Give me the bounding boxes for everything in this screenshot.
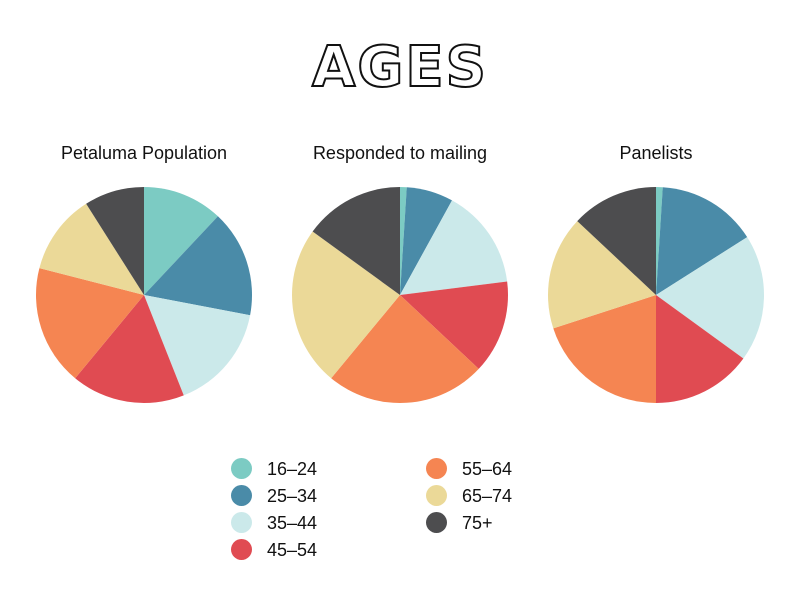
pie-slice-petaluma-population-45-54 [75, 295, 184, 404]
legend-swatch-45-54 [231, 539, 252, 560]
pie-slice-petaluma-population-55-64 [35, 268, 144, 379]
legend-label-55-64: 55–64 [462, 459, 513, 479]
pie-slice-panelists-25-34 [656, 187, 748, 295]
pie-slice-panelists-55-64 [553, 295, 656, 403]
legend-label-35-44: 35–44 [267, 513, 318, 533]
pie-slice-petaluma-population-16-24 [144, 187, 218, 295]
legend-item-35-44: 35–44 [231, 510, 381, 534]
pie-slice-panelists-45-54 [656, 295, 744, 403]
main-title-text: AGES [312, 35, 488, 100]
pie-slice-petaluma-population-25-34 [144, 216, 253, 316]
pie-slice-petaluma-population-35-44 [144, 295, 251, 396]
legend-swatch-16-24 [231, 458, 252, 479]
pie-slice-panelists-35-44 [656, 237, 764, 359]
pie-responded-to-mailing [292, 186, 509, 404]
pie-slice-responded-to-mailing-25-34 [400, 187, 453, 295]
legend-label-45-54: 45–54 [267, 540, 318, 560]
legend-item-55-64: 55–64 [426, 456, 576, 480]
legend-swatch-35-44 [231, 512, 252, 533]
pie-slice-panelists-65-74 [548, 221, 656, 329]
legend-item-45-54: 45–54 [231, 537, 381, 561]
pie-slice-petaluma-population-65-74 [39, 203, 144, 295]
legend-swatch-55-64 [426, 458, 447, 479]
legend-label-75-plus: 75+ [462, 513, 493, 533]
pie-slice-responded-to-mailing-55-64 [331, 295, 479, 404]
pie-slice-panelists-75-plus [577, 187, 656, 295]
main-title: AGES [311, 34, 488, 101]
pie-slice-responded-to-mailing-45-54 [400, 281, 509, 369]
legend-swatch-25-34 [231, 485, 252, 506]
legend-item-65-74: 65–74 [426, 483, 576, 507]
pie-slice-responded-to-mailing-35-44 [400, 200, 508, 295]
pie-petaluma-population [35, 187, 253, 404]
pie-slice-petaluma-population-75-plus [86, 187, 144, 295]
pie-slice-responded-to-mailing-75-plus [312, 187, 400, 295]
legend-swatch-75-plus [426, 512, 447, 533]
legend-item-75-plus: 75+ [426, 510, 576, 534]
legend-label-16-24: 16–24 [267, 459, 318, 479]
pie-panelists [548, 186, 764, 403]
pie-slice-responded-to-mailing-65-74 [292, 231, 400, 379]
legend-label-65-74: 65–74 [462, 486, 513, 506]
chart-title-responded-to-mailing: Responded to mailing [312, 143, 488, 163]
legend-item-25-34: 25–34 [231, 483, 381, 507]
pie-slice-panelists-16-24 [656, 186, 663, 295]
legend-label-25-34: 25–34 [267, 486, 318, 506]
legend-swatch-65-74 [426, 485, 447, 506]
legend-item-16-24: 16–24 [231, 456, 381, 480]
pie-slice-responded-to-mailing-16-24 [400, 186, 407, 295]
chart-title-panelists: Panelists [619, 143, 693, 163]
chart-title-petaluma-population: Petaluma Population [60, 143, 228, 163]
